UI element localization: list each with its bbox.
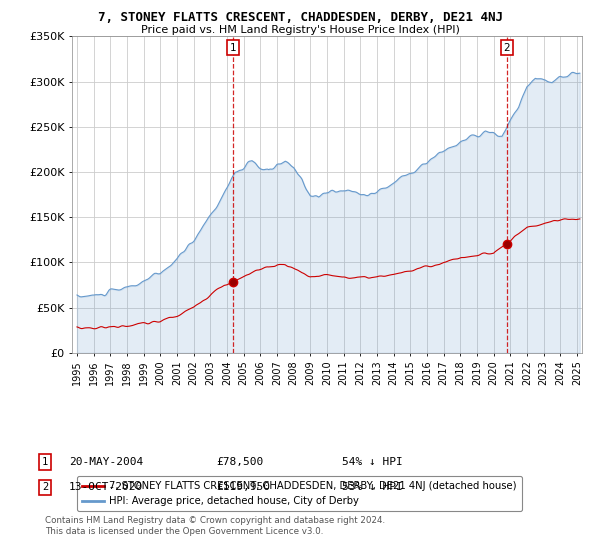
Text: 20-MAY-2004: 20-MAY-2004 bbox=[69, 457, 143, 467]
Text: 1: 1 bbox=[42, 457, 48, 467]
Text: 2: 2 bbox=[42, 482, 48, 492]
Text: 53% ↓ HPI: 53% ↓ HPI bbox=[342, 482, 403, 492]
Text: Price paid vs. HM Land Registry's House Price Index (HPI): Price paid vs. HM Land Registry's House … bbox=[140, 25, 460, 35]
Text: 1: 1 bbox=[230, 43, 236, 53]
Legend: 7, STONEY FLATTS CRESCENT, CHADDESDEN, DERBY, DE21 4NJ (detached house), HPI: Av: 7, STONEY FLATTS CRESCENT, CHADDESDEN, D… bbox=[77, 477, 521, 511]
Text: 2: 2 bbox=[503, 43, 510, 53]
Text: £119,950: £119,950 bbox=[216, 482, 270, 492]
Text: 54% ↓ HPI: 54% ↓ HPI bbox=[342, 457, 403, 467]
Text: 7, STONEY FLATTS CRESCENT, CHADDESDEN, DERBY, DE21 4NJ: 7, STONEY FLATTS CRESCENT, CHADDESDEN, D… bbox=[97, 11, 503, 24]
Text: £78,500: £78,500 bbox=[216, 457, 263, 467]
Text: 13-OCT-2020: 13-OCT-2020 bbox=[69, 482, 143, 492]
Text: Contains HM Land Registry data © Crown copyright and database right 2024.
This d: Contains HM Land Registry data © Crown c… bbox=[45, 516, 385, 536]
